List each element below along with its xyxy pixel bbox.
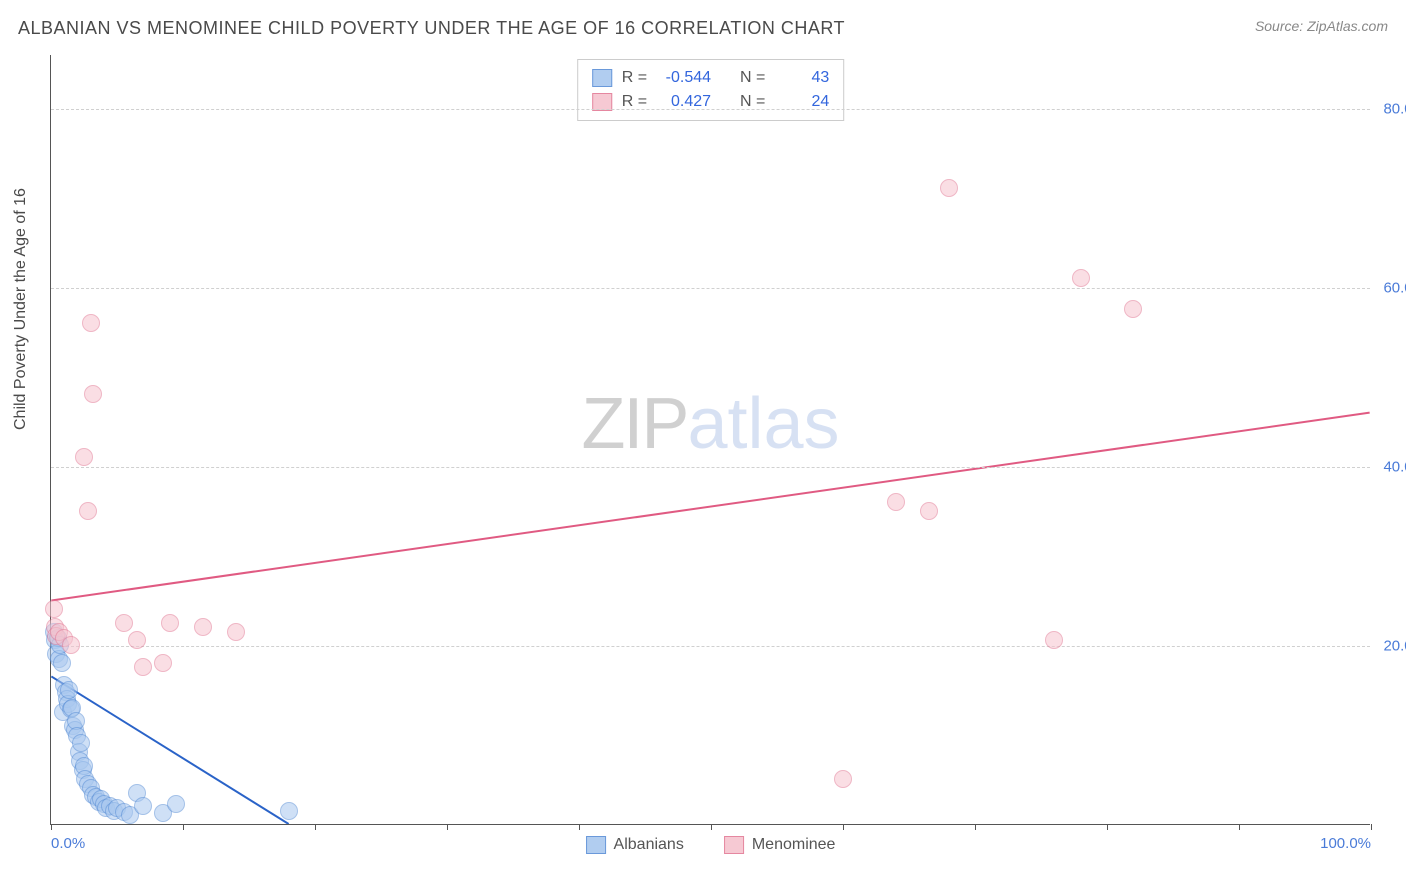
data-point-menominee (82, 314, 100, 332)
data-point-menominee (887, 493, 905, 511)
r-value-albanians: -0.544 (657, 66, 711, 90)
x-tick (51, 824, 52, 830)
gridline (51, 467, 1370, 468)
watermark-logo: ZIPatlas (581, 383, 839, 465)
data-point-menominee (1045, 631, 1063, 649)
data-point-menominee (834, 770, 852, 788)
gridline (51, 646, 1370, 647)
data-point-menominee (194, 618, 212, 636)
x-tick-label: 100.0% (1320, 835, 1371, 852)
data-point-albanians (53, 654, 71, 672)
x-tick (843, 824, 844, 830)
n-label: N = (740, 66, 765, 90)
legend-label-menominee: Menominee (752, 836, 836, 854)
x-tick (579, 824, 580, 830)
data-point-menominee (62, 636, 80, 654)
legend-swatch-albanians (586, 836, 606, 854)
trend-line-menominee (51, 413, 1369, 601)
data-point-menominee (115, 614, 133, 632)
data-point-menominee (1124, 300, 1142, 318)
data-point-menominee (134, 658, 152, 676)
legend-label-albanians: Albanians (614, 836, 684, 854)
x-tick (975, 824, 976, 830)
chart-title: ALBANIAN VS MENOMINEE CHILD POVERTY UNDE… (18, 18, 845, 39)
y-tick-label: 20.0% (1383, 637, 1406, 654)
stats-row-menominee: R = 0.427 N = 24 (592, 90, 830, 114)
trend-lines-layer (51, 55, 1370, 824)
n-value-menominee: 24 (775, 90, 829, 114)
gridline (51, 288, 1370, 289)
chart-plot-area: ZIPatlas R =-0.544 N =43R =0.427 N =24 A… (50, 55, 1370, 825)
data-point-menominee (45, 600, 63, 618)
data-point-menominee (227, 623, 245, 641)
y-axis-label: Child Poverty Under the Age of 16 (12, 188, 30, 430)
n-value-albanians: 43 (775, 66, 829, 90)
y-tick-label: 40.0% (1383, 458, 1406, 475)
legend-item-albanians: Albanians (586, 836, 684, 854)
y-tick-label: 60.0% (1383, 279, 1406, 296)
gridline (51, 109, 1370, 110)
data-point-menominee (84, 385, 102, 403)
data-point-menominee (154, 654, 172, 672)
x-tick (183, 824, 184, 830)
r-value-menominee: 0.427 (657, 90, 711, 114)
data-point-menominee (940, 179, 958, 197)
stats-row-albanians: R = -0.544 N = 43 (592, 66, 830, 90)
x-tick (711, 824, 712, 830)
data-point-albanians (134, 797, 152, 815)
data-point-albanians (72, 734, 90, 752)
data-point-menominee (128, 631, 146, 649)
x-tick (1107, 824, 1108, 830)
x-tick (1371, 824, 1372, 830)
x-tick-label: 0.0% (51, 835, 85, 852)
data-point-albanians (280, 802, 298, 820)
x-tick (1239, 824, 1240, 830)
data-point-menominee (1072, 269, 1090, 287)
data-point-menominee (161, 614, 179, 632)
x-tick (447, 824, 448, 830)
y-tick-label: 80.0% (1383, 100, 1406, 117)
r-label: R = (622, 66, 647, 90)
n-label: N = (740, 90, 765, 114)
source-attribution: Source: ZipAtlas.com (1255, 18, 1388, 34)
chart-legend: Albanians Menominee (586, 836, 836, 854)
r-label: R = (622, 90, 647, 114)
data-point-menominee (79, 502, 97, 520)
data-point-albanians (167, 795, 185, 813)
correlation-stats-box: R = -0.544 N = 43 R = 0.427 N = 24 (577, 59, 845, 121)
x-tick (315, 824, 316, 830)
data-point-menominee (920, 502, 938, 520)
data-point-albanians (60, 681, 78, 699)
stats-swatch-albanians (592, 69, 612, 87)
legend-item-menominee: Menominee (724, 836, 836, 854)
data-point-menominee (75, 448, 93, 466)
legend-swatch-menominee (724, 836, 744, 854)
